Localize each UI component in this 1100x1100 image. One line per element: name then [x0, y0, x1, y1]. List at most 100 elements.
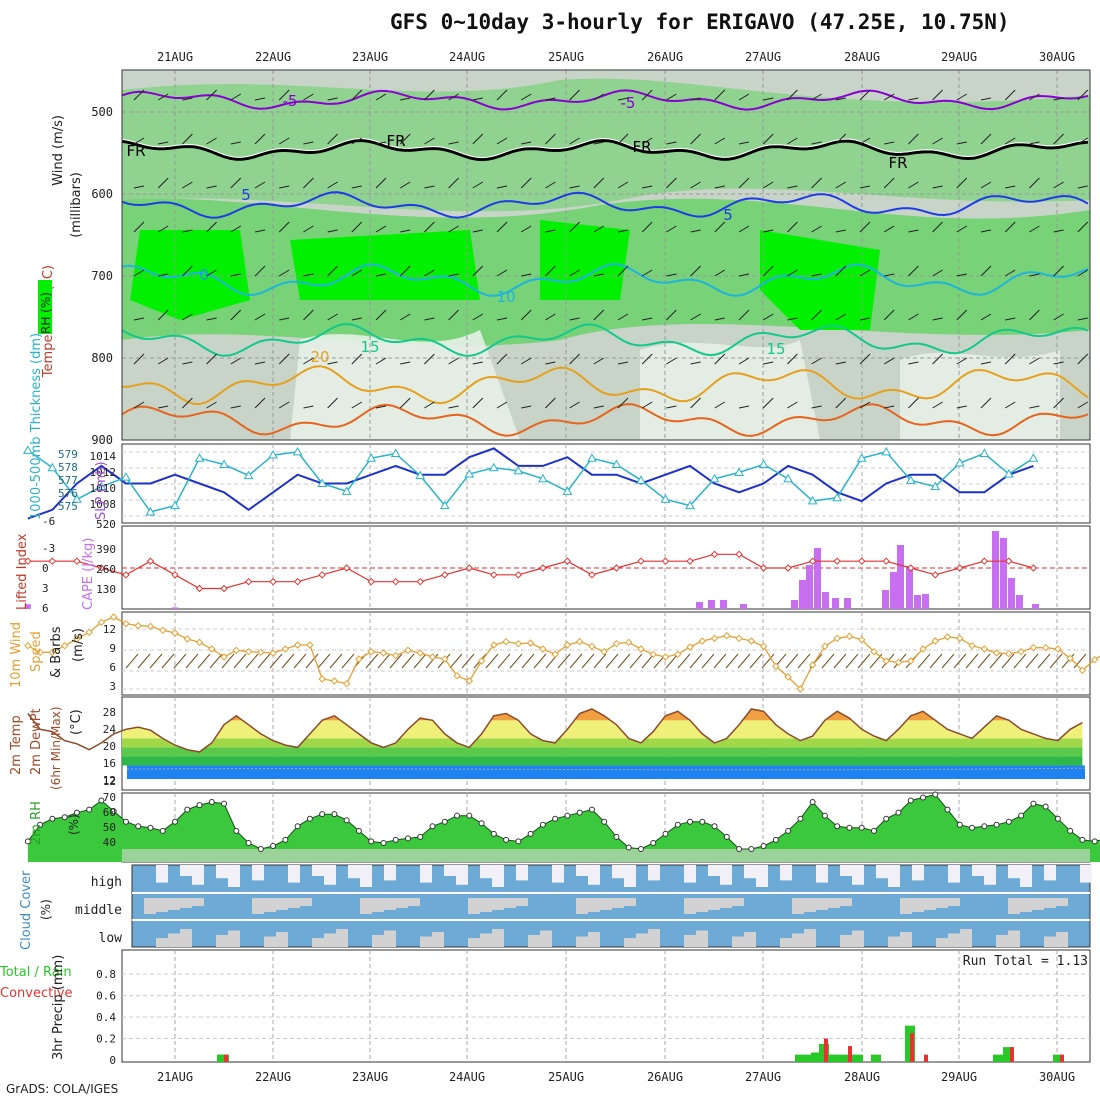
wind-barb: [569, 401, 580, 409]
wind-barb: [835, 97, 846, 101]
wind-barb: [845, 653, 859, 669]
cloud-gap-high: [576, 865, 588, 876]
slp-tick: 1012: [90, 466, 117, 479]
cloud-low: [468, 938, 480, 947]
rh2-marker: [1030, 800, 1037, 807]
precip-tick: 0.6: [96, 990, 116, 1003]
wind-barb: [182, 133, 193, 145]
slp-tick: 1008: [90, 498, 117, 511]
cloud-low: [996, 935, 1008, 947]
wind-barb: [197, 653, 211, 669]
wind-barb: [821, 653, 835, 669]
wind-speed-marker: [281, 645, 290, 653]
wind-barb: [182, 265, 193, 277]
cape-bar: [922, 594, 929, 609]
cape-bar: [992, 531, 999, 609]
wind-barb: [738, 141, 750, 145]
wind-barb: [605, 653, 619, 669]
date-label-bottom: 30AUG: [1039, 1070, 1075, 1084]
cloud-gap-high: [648, 865, 660, 881]
cloud-low: [948, 933, 960, 947]
cloud-gap-high: [912, 865, 924, 881]
contour-15: [121, 323, 1089, 357]
wind-barb: [278, 353, 290, 365]
wind-barb: [278, 269, 290, 277]
precip-total-bar: [803, 1054, 813, 1062]
wind-barb: [666, 93, 677, 101]
wind-speed-marker: [60, 641, 69, 650]
thickness-marker: [611, 459, 622, 469]
wind-barb: [1077, 89, 1089, 101]
wind-barb: [351, 221, 363, 233]
wind-barb: [593, 309, 605, 321]
rh2-marker: [454, 812, 461, 819]
thickness-marker: [121, 472, 131, 481]
thickness-tick: 578: [58, 461, 78, 474]
li-marker: [293, 577, 302, 586]
wind-barb: [738, 177, 750, 189]
wind-barb: [375, 309, 387, 321]
cape-tick: 260: [96, 563, 116, 576]
contour-5: [121, 191, 1089, 219]
wind-barb: [327, 397, 338, 409]
cloud-low: [744, 932, 756, 947]
temp-band: [122, 747, 1083, 757]
wind-barb: [230, 141, 241, 145]
wind-barb: [472, 361, 483, 365]
cloud-middle: [288, 898, 300, 908]
thickness-marker: [807, 495, 818, 505]
wind-barb: [714, 185, 725, 189]
wind-barb: [569, 89, 580, 101]
wind-speed-marker: [857, 635, 866, 644]
wind-barb: [883, 93, 895, 101]
cloud-middle: [612, 898, 624, 908]
wind-barb: [448, 309, 459, 321]
wind-tick: 9: [109, 642, 116, 655]
contour-label: -5: [283, 92, 298, 110]
date-label-top: 30AUG: [1039, 50, 1075, 64]
rh2-marker: [122, 818, 129, 825]
wind-barb: [569, 185, 580, 189]
wind-barb: [448, 177, 459, 189]
wind-barb: [472, 97, 483, 101]
wind-barb: [1029, 177, 1040, 189]
li-line: [27, 553, 1034, 590]
cloud-gap-high: [1080, 865, 1092, 883]
cloud-middle: [1044, 898, 1056, 908]
wind-barb: [956, 405, 967, 409]
wind-speed-marker: [441, 655, 449, 663]
wind-speed-marker: [232, 646, 241, 655]
wind-speed-marker: [416, 649, 424, 657]
thickness-marker: [783, 473, 793, 483]
cloud-gap-high: [516, 865, 528, 881]
wind-barb: [763, 229, 774, 233]
cloud-gap-high: [180, 865, 192, 876]
wind-barb: [1053, 97, 1064, 101]
cloud-gap-high: [420, 865, 432, 883]
wind-barb: [714, 317, 725, 321]
cloud-gap-high: [216, 865, 228, 879]
cloud-middle: [720, 898, 732, 908]
cloud-level-label: high: [91, 875, 122, 890]
wind-barb: [351, 401, 363, 409]
wind-barb: [520, 93, 532, 101]
thickness-marker: [905, 475, 916, 484]
wind-speed-marker: [821, 642, 829, 651]
contour-minus5: [121, 89, 1089, 111]
cloud-gap-high: [840, 865, 852, 876]
rh2-tick: 70: [103, 791, 116, 804]
wind-speed-marker: [759, 642, 768, 651]
wind-barb: [1013, 653, 1027, 669]
wind-barb: [424, 317, 435, 321]
wind-speed-marker: [637, 645, 645, 653]
wind-barb: [859, 401, 871, 409]
wind-barb: [303, 357, 314, 365]
thickness-marker: [292, 446, 303, 456]
wind-barb: [1004, 221, 1016, 233]
thickness-marker: [587, 453, 597, 462]
wind-barb: [278, 221, 290, 233]
wind-speed-marker: [894, 658, 903, 667]
rh2-marker: [699, 818, 706, 825]
li-marker: [269, 577, 277, 586]
